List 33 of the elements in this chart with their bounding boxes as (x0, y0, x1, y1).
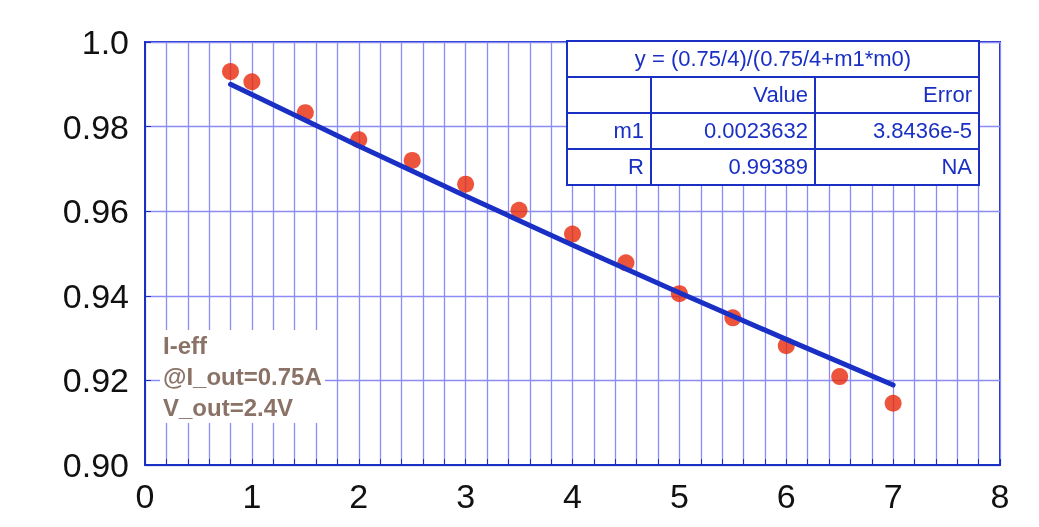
x-tick-label: 5 (669, 477, 689, 515)
y-tick-label: 0.96 (62, 192, 129, 231)
y-tick-label: 0.98 (62, 107, 129, 146)
annotation: NA (815, 149, 979, 185)
annotation: R (567, 149, 651, 185)
annotation: 0.0023632 (651, 113, 815, 149)
x-tick-label: 8 (990, 477, 1010, 515)
point (831, 368, 849, 386)
x-tick-label: 6 (776, 477, 796, 515)
x-tick-label: 1 (242, 477, 262, 515)
x-tick-label: 2 (349, 477, 369, 515)
y-tick-label: 0.92 (62, 361, 129, 400)
annotation: I-eff @I_out=0.75A V_out=2.4V (160, 330, 325, 423)
point (243, 73, 261, 91)
point (222, 63, 239, 81)
x-tick-label: 3 (456, 477, 476, 515)
annotation: 0.99389 (651, 149, 815, 185)
annotation: y = (0.75/4)/(0.75/4+m1*m0) (567, 41, 979, 77)
x-tick-label: 7 (883, 477, 903, 515)
x-tick-label: 0 (135, 477, 155, 515)
point (884, 394, 902, 412)
annotation: Value (651, 77, 815, 113)
y-tick-label: 0.90 (62, 446, 129, 484)
y-tick-label: 0.94 (62, 276, 129, 315)
annotation: m1 (567, 113, 651, 149)
point (510, 201, 528, 219)
y-tick-label: 1.0 (81, 23, 129, 61)
x-tick-label: 4 (563, 477, 582, 515)
annotation: Error (815, 77, 979, 113)
annotation: 3.8436e-5 (815, 113, 979, 149)
point (457, 175, 475, 193)
point (403, 151, 421, 169)
point (564, 225, 581, 243)
